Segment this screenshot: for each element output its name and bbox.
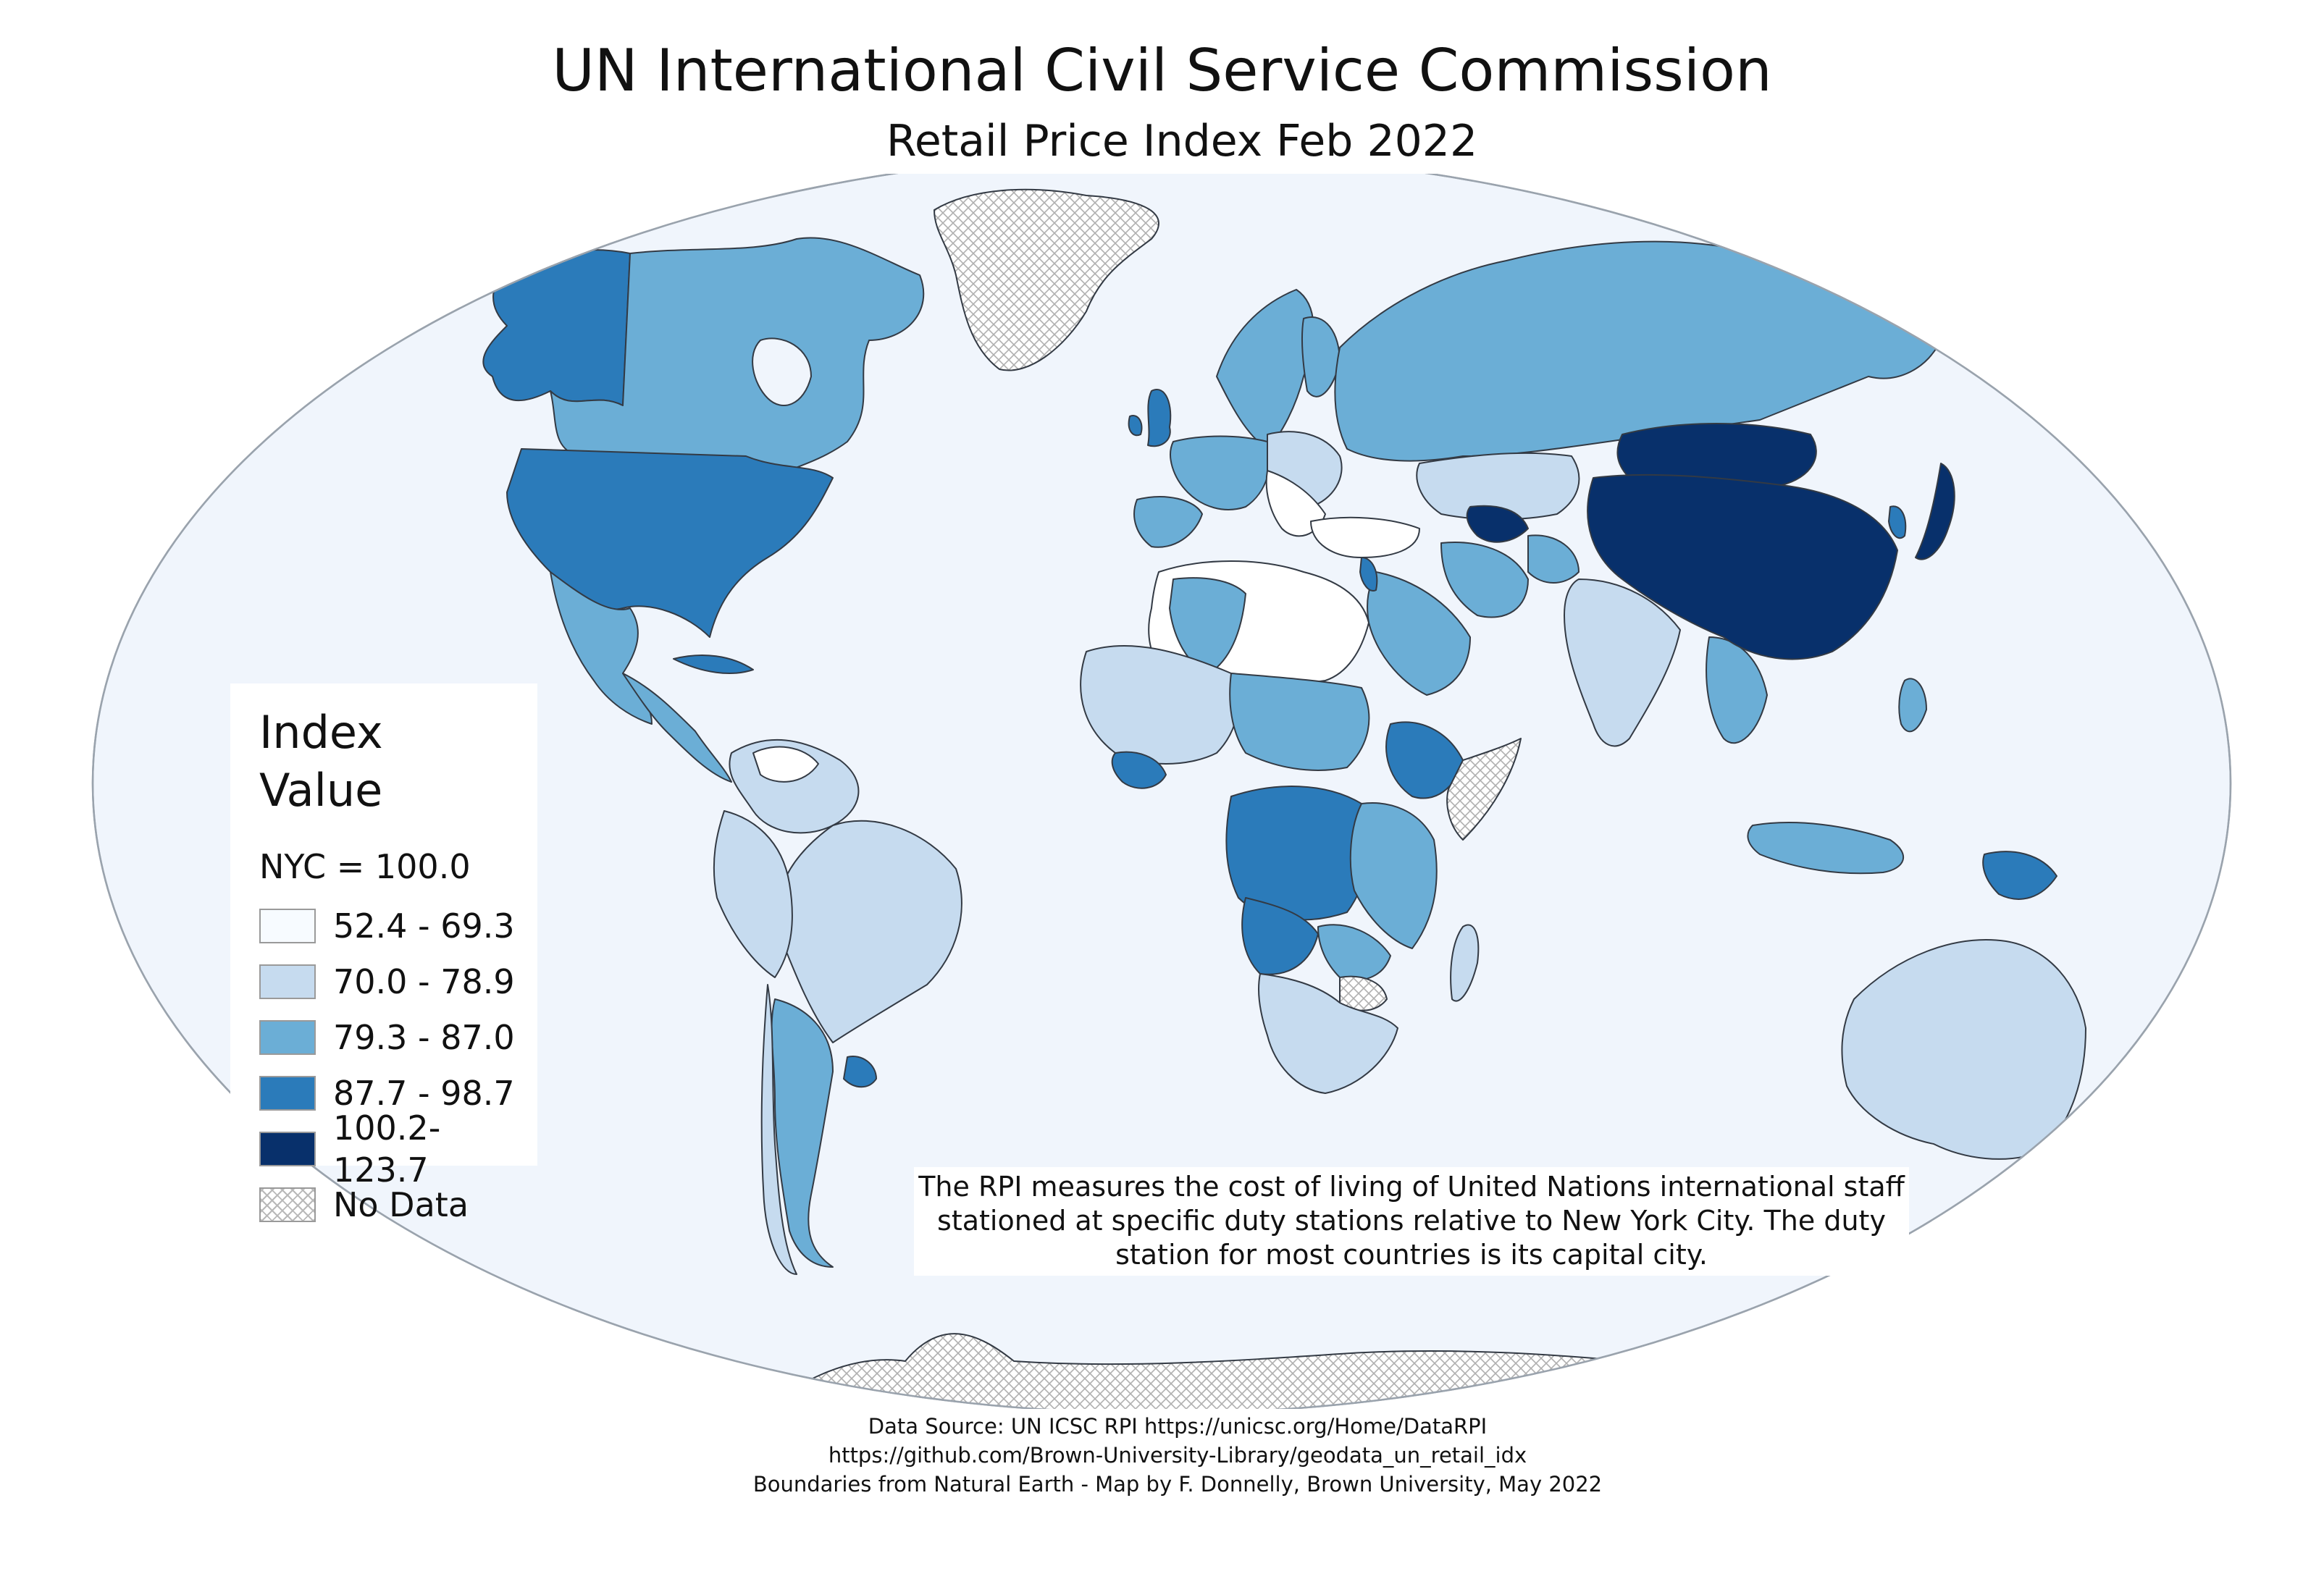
legend-label: 52.4 - 69.3 (333, 906, 515, 946)
madagascar (1450, 924, 1480, 1002)
iberia (1133, 496, 1203, 548)
source-line: Data Source: UN ICSC RPI https://unicsc.… (868, 1414, 1488, 1439)
southeast-asia (1706, 636, 1768, 744)
description-note: The RPI measures the cost of living of U… (914, 1167, 1909, 1276)
papua-new-guinea (1982, 851, 2057, 900)
congo (1225, 786, 1370, 921)
legend-swatch (259, 908, 316, 943)
ireland (1128, 415, 1143, 437)
kazakhstan (1416, 452, 1580, 521)
legend-label: 70.0 - 78.9 (333, 961, 515, 1001)
zambia-malawi (1317, 924, 1391, 981)
legend-label: 87.7 - 98.7 (333, 1073, 515, 1113)
legend-item: 79.3 - 87.0 (259, 1009, 519, 1065)
southern-africa (1258, 973, 1398, 1094)
map-subtitle: Retail Price Index Feb 2022 (885, 109, 1479, 174)
legend-swatch (259, 1075, 316, 1111)
canada (550, 237, 925, 486)
legend-subtitle: NYC = 100.0 (259, 847, 471, 886)
source-credits: Data Source: UN ICSC RPI https://unicsc.… (744, 1409, 1611, 1503)
ethiopia (1385, 721, 1464, 799)
east-africa (1349, 802, 1438, 949)
legend-label: 79.3 - 87.0 (333, 1017, 515, 1057)
legend: Index Value NYC = 100.0 52.4 - 69.3 70.0… (230, 683, 537, 1224)
uk (1147, 389, 1172, 447)
indonesia (1747, 822, 1905, 875)
cuba (673, 655, 754, 674)
source-line: https://github.com/Brown-University-Libr… (828, 1443, 1527, 1468)
legend-swatch (259, 964, 316, 999)
india (1564, 578, 1681, 747)
levant (1359, 557, 1378, 592)
legend-item: No Data (259, 1177, 519, 1232)
korea (1888, 505, 1907, 539)
angola (1241, 897, 1319, 975)
saudi-arabia (1367, 571, 1471, 696)
chile (760, 984, 797, 1275)
legend-swatch (259, 1131, 316, 1166)
japan (1915, 463, 1955, 560)
turkey (1310, 516, 1420, 558)
legend-item: 100.2- 123.7 (259, 1108, 519, 1190)
iran (1440, 542, 1529, 618)
argentina (771, 998, 834, 1268)
afghanistan (1527, 534, 1580, 584)
map-title: UN International Civil Service Commissio… (552, 37, 1772, 104)
west-africa (1080, 644, 1240, 765)
peru-bolivia (713, 810, 793, 978)
somalia (1446, 738, 1522, 841)
note-line: stationed at specific duty stations rela… (937, 1205, 1886, 1237)
legend-label: No Data (333, 1184, 469, 1224)
legend-swatch (259, 1187, 316, 1222)
new-zealand (2143, 1156, 2175, 1219)
turkmenistan (1466, 505, 1529, 543)
sahel (1229, 673, 1370, 771)
alaska (482, 249, 631, 406)
china (1587, 474, 1898, 660)
philippines (1898, 678, 1927, 733)
uruguay (843, 1056, 877, 1088)
note-line: The RPI measures the cost of living of U… (918, 1171, 1905, 1203)
legend-item: 87.7 - 98.7 (259, 1065, 519, 1121)
ivory-coast-ghana (1111, 751, 1167, 789)
legend-item: 52.4 - 69.3 (259, 898, 519, 954)
finland (1301, 316, 1341, 397)
algeria (1169, 577, 1246, 674)
central-america (622, 673, 732, 783)
legend-label: 100.2- 123.7 (333, 1108, 441, 1190)
balkans (1265, 470, 1326, 537)
west-europe (1170, 435, 1271, 510)
legend-swatch (259, 1019, 316, 1055)
note-line: station for most countries is its capita… (1115, 1239, 1708, 1271)
legend-item: 70.0 - 78.9 (259, 954, 519, 1009)
venezuela (752, 746, 819, 783)
russia (1334, 240, 1942, 462)
legend-title: Index Value (259, 706, 383, 817)
greenland (934, 188, 1159, 371)
hudson-bay (752, 337, 812, 406)
source-line: Boundaries from Natural Earth - Map by F… (752, 1472, 1603, 1497)
